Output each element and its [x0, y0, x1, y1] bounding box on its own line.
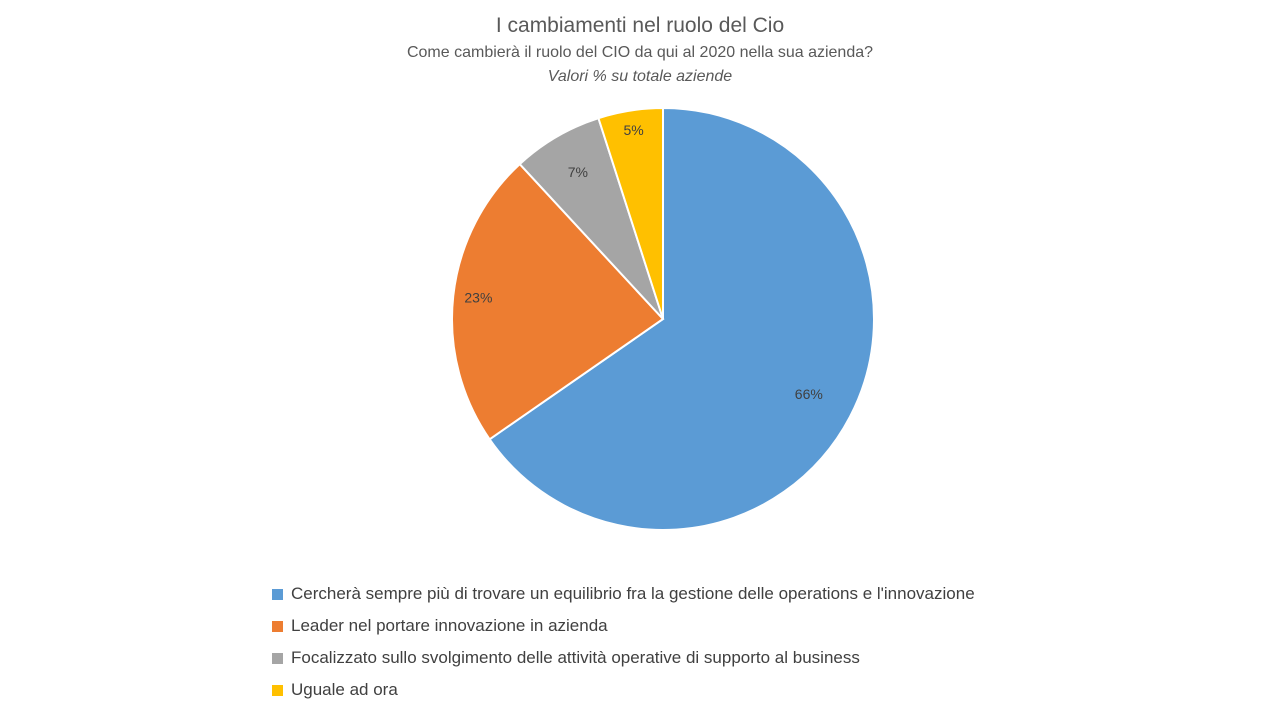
- legend: Cercherà sempre più di trovare un equili…: [272, 578, 975, 706]
- data-label: 66%: [795, 386, 823, 402]
- legend-item: Leader nel portare innovazione in aziend…: [272, 610, 975, 642]
- pie-slice-cerchera-sempre-piu-di-trovare-un-equili: [488, 106, 875, 531]
- chart-title: I cambiamenti nel ruolo del Cio: [495, 14, 785, 37]
- legend-swatch: [272, 588, 283, 600]
- pie-slice-leader-nel-portare-innovazione-in-aziend: [451, 162, 665, 441]
- chart-subtitle: Come cambierà il ruolo del CIO da qui al…: [406, 44, 874, 61]
- legend-swatch: [272, 652, 283, 664]
- legend-item: Cercherà sempre più di trovare un equili…: [272, 578, 975, 610]
- legend-label: Focalizzato sullo svolgimento delle atti…: [291, 648, 860, 667]
- legend-label: Leader nel portare innovazione in aziend…: [291, 616, 608, 635]
- legend-label: Cercherà sempre più di trovare un equili…: [291, 584, 975, 603]
- data-label: 7%: [568, 164, 588, 180]
- data-label: 5%: [623, 122, 643, 138]
- legend-item: Focalizzato sullo svolgimento delle atti…: [272, 642, 975, 674]
- legend-swatch: [272, 684, 283, 696]
- legend-label: Uguale ad ora: [291, 680, 398, 699]
- pie-slice-uguale-ad-ora: [597, 106, 664, 320]
- legend-item: Uguale ad ora: [272, 674, 975, 706]
- legend-swatch: [272, 620, 283, 632]
- data-label: 23%: [464, 290, 492, 306]
- chart-subtitle-note: Valori % su totale aziende: [547, 68, 733, 85]
